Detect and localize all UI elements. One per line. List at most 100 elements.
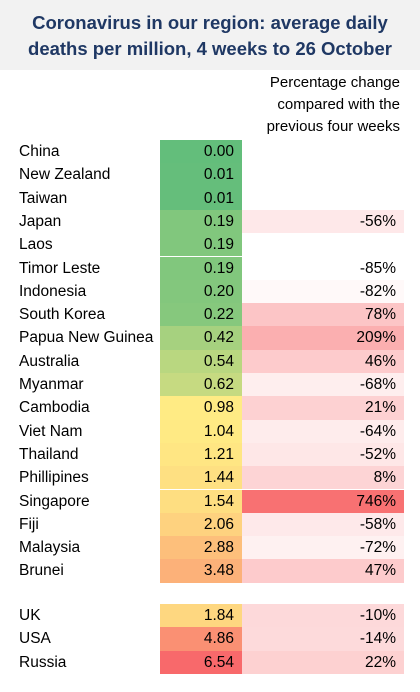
change-label: 47% <box>364 562 396 580</box>
change-cell <box>242 140 404 163</box>
change-cell: -64% <box>242 419 404 443</box>
table-row: New Zealand 0.01 <box>0 163 420 187</box>
table-row: Myanmar 0.62 -68% <box>0 373 420 397</box>
chart-title: Coronavirus in our region: average daily… <box>0 0 420 62</box>
table-row: South Korea 0.22 78% <box>0 303 420 327</box>
value-label: 0.62 <box>203 376 234 393</box>
value-cell: 0.42 <box>160 326 242 350</box>
change-header-line-3: previous four weeks <box>266 118 400 135</box>
change-header-line-1: Percentage change <box>269 74 400 91</box>
change-label: 46% <box>364 352 396 370</box>
table-row: Taiwan 0.01 <box>0 186 420 210</box>
country-label: Brunei <box>19 562 64 580</box>
change-label: -64% <box>359 422 396 440</box>
value-label: 0.19 <box>203 212 234 230</box>
value-cell: 0.01 <box>160 163 242 187</box>
change-column-header: Percentage change compared with the prev… <box>250 72 400 138</box>
value-label: 0.22 <box>203 306 234 324</box>
value-cell: 0.00 <box>160 140 242 164</box>
change-cell: -56% <box>242 209 404 234</box>
change-cell: -72% <box>242 536 404 560</box>
change-label: 22% <box>364 653 396 671</box>
value-label: 0.42 <box>203 329 234 347</box>
change-label: -52% <box>359 445 396 463</box>
change-cell: -52% <box>242 442 404 467</box>
change-cell <box>242 187 404 210</box>
value-cell: 0.19 <box>160 256 242 280</box>
country-label: Viet Nam <box>19 422 83 440</box>
title-line-2: deaths per million, 4 weeks to 26 Octobe… <box>28 38 392 59</box>
change-label: -82% <box>359 282 396 300</box>
change-cell: -14% <box>242 627 404 651</box>
value-cell: 1.54 <box>160 489 242 513</box>
change-label: -72% <box>359 539 396 557</box>
table-row: Phillipines 1.44 8% <box>0 466 420 490</box>
country-label: Phillipines <box>19 469 89 487</box>
value-cell: 3.48 <box>160 559 242 583</box>
country-label: Singapore <box>19 492 90 510</box>
value-label: 0.54 <box>203 352 234 370</box>
change-cell: -85% <box>242 256 404 280</box>
table-row: China 0.00 <box>0 140 420 164</box>
country-label: Myanmar <box>19 376 84 393</box>
change-label: -10% <box>359 607 396 624</box>
country-label: New Zealand <box>19 166 111 184</box>
change-cell: -82% <box>242 279 404 304</box>
value-cell: 1.04 <box>160 419 242 443</box>
value-cell: 0.20 <box>160 279 242 304</box>
value-cell: 2.06 <box>160 512 242 537</box>
value-label: 1.84 <box>203 607 234 624</box>
country-label: Australia <box>19 352 80 370</box>
value-cell: 0.98 <box>160 396 242 420</box>
change-label: -68% <box>359 376 396 393</box>
value-label: 1.04 <box>203 422 234 440</box>
country-label: China <box>19 143 60 160</box>
change-label: 8% <box>373 469 396 487</box>
value-cell: 1.44 <box>160 466 242 490</box>
change-cell: 209% <box>242 326 404 350</box>
table-row: Cambodia 0.98 21% <box>0 396 420 420</box>
title-line-1: Coronavirus in our region: average daily <box>32 12 388 33</box>
change-cell <box>242 163 404 186</box>
country-label: UK <box>19 607 41 624</box>
value-label: 1.21 <box>203 445 234 463</box>
table-row: USA 4.86 -14% <box>0 627 420 651</box>
table-row: Fiji 2.06 -58% <box>0 512 420 537</box>
country-label: South Korea <box>19 306 106 324</box>
change-cell: 46% <box>242 349 404 373</box>
value-cell: 0.22 <box>160 303 242 327</box>
value-cell: 1.21 <box>160 442 242 467</box>
value-cell: 0.54 <box>160 349 242 373</box>
value-label: 2.88 <box>203 539 234 557</box>
country-label: USA <box>19 630 51 648</box>
change-cell: -10% <box>242 604 404 628</box>
country-label: Malaysia <box>19 539 81 557</box>
change-cell: 21% <box>242 396 404 420</box>
value-label: 0.98 <box>203 399 234 417</box>
table-row: Laos 0.19 <box>0 233 420 257</box>
value-cell: 1.84 <box>160 604 242 628</box>
change-cell: -58% <box>242 512 404 537</box>
change-cell: 22% <box>242 650 404 674</box>
table-row: Viet Nam 1.04 -64% <box>0 419 420 443</box>
table-row: Singapore 1.54 746% <box>0 489 420 513</box>
country-label: Thailand <box>19 445 79 463</box>
value-label: 6.54 <box>203 653 234 671</box>
value-label: 0.19 <box>203 259 234 277</box>
value-cell: 4.86 <box>160 627 242 651</box>
change-cell: 8% <box>242 466 404 490</box>
value-label: 0.19 <box>203 236 234 254</box>
change-label: 746% <box>356 492 396 510</box>
value-label: 1.44 <box>203 469 234 487</box>
table-row: Malaysia 2.88 -72% <box>0 536 420 560</box>
country-label: Taiwan <box>19 189 68 207</box>
change-label: -14% <box>359 630 396 648</box>
country-label: Laos <box>19 236 53 254</box>
value-label: 0.01 <box>203 189 234 207</box>
country-label: Timor Leste <box>19 259 101 277</box>
value-cell: 2.88 <box>160 536 242 560</box>
value-cell: 0.19 <box>160 209 242 234</box>
table-row: Indonesia 0.20 -82% <box>0 279 420 304</box>
country-label: Cambodia <box>19 399 90 417</box>
change-cell: 47% <box>242 559 404 583</box>
